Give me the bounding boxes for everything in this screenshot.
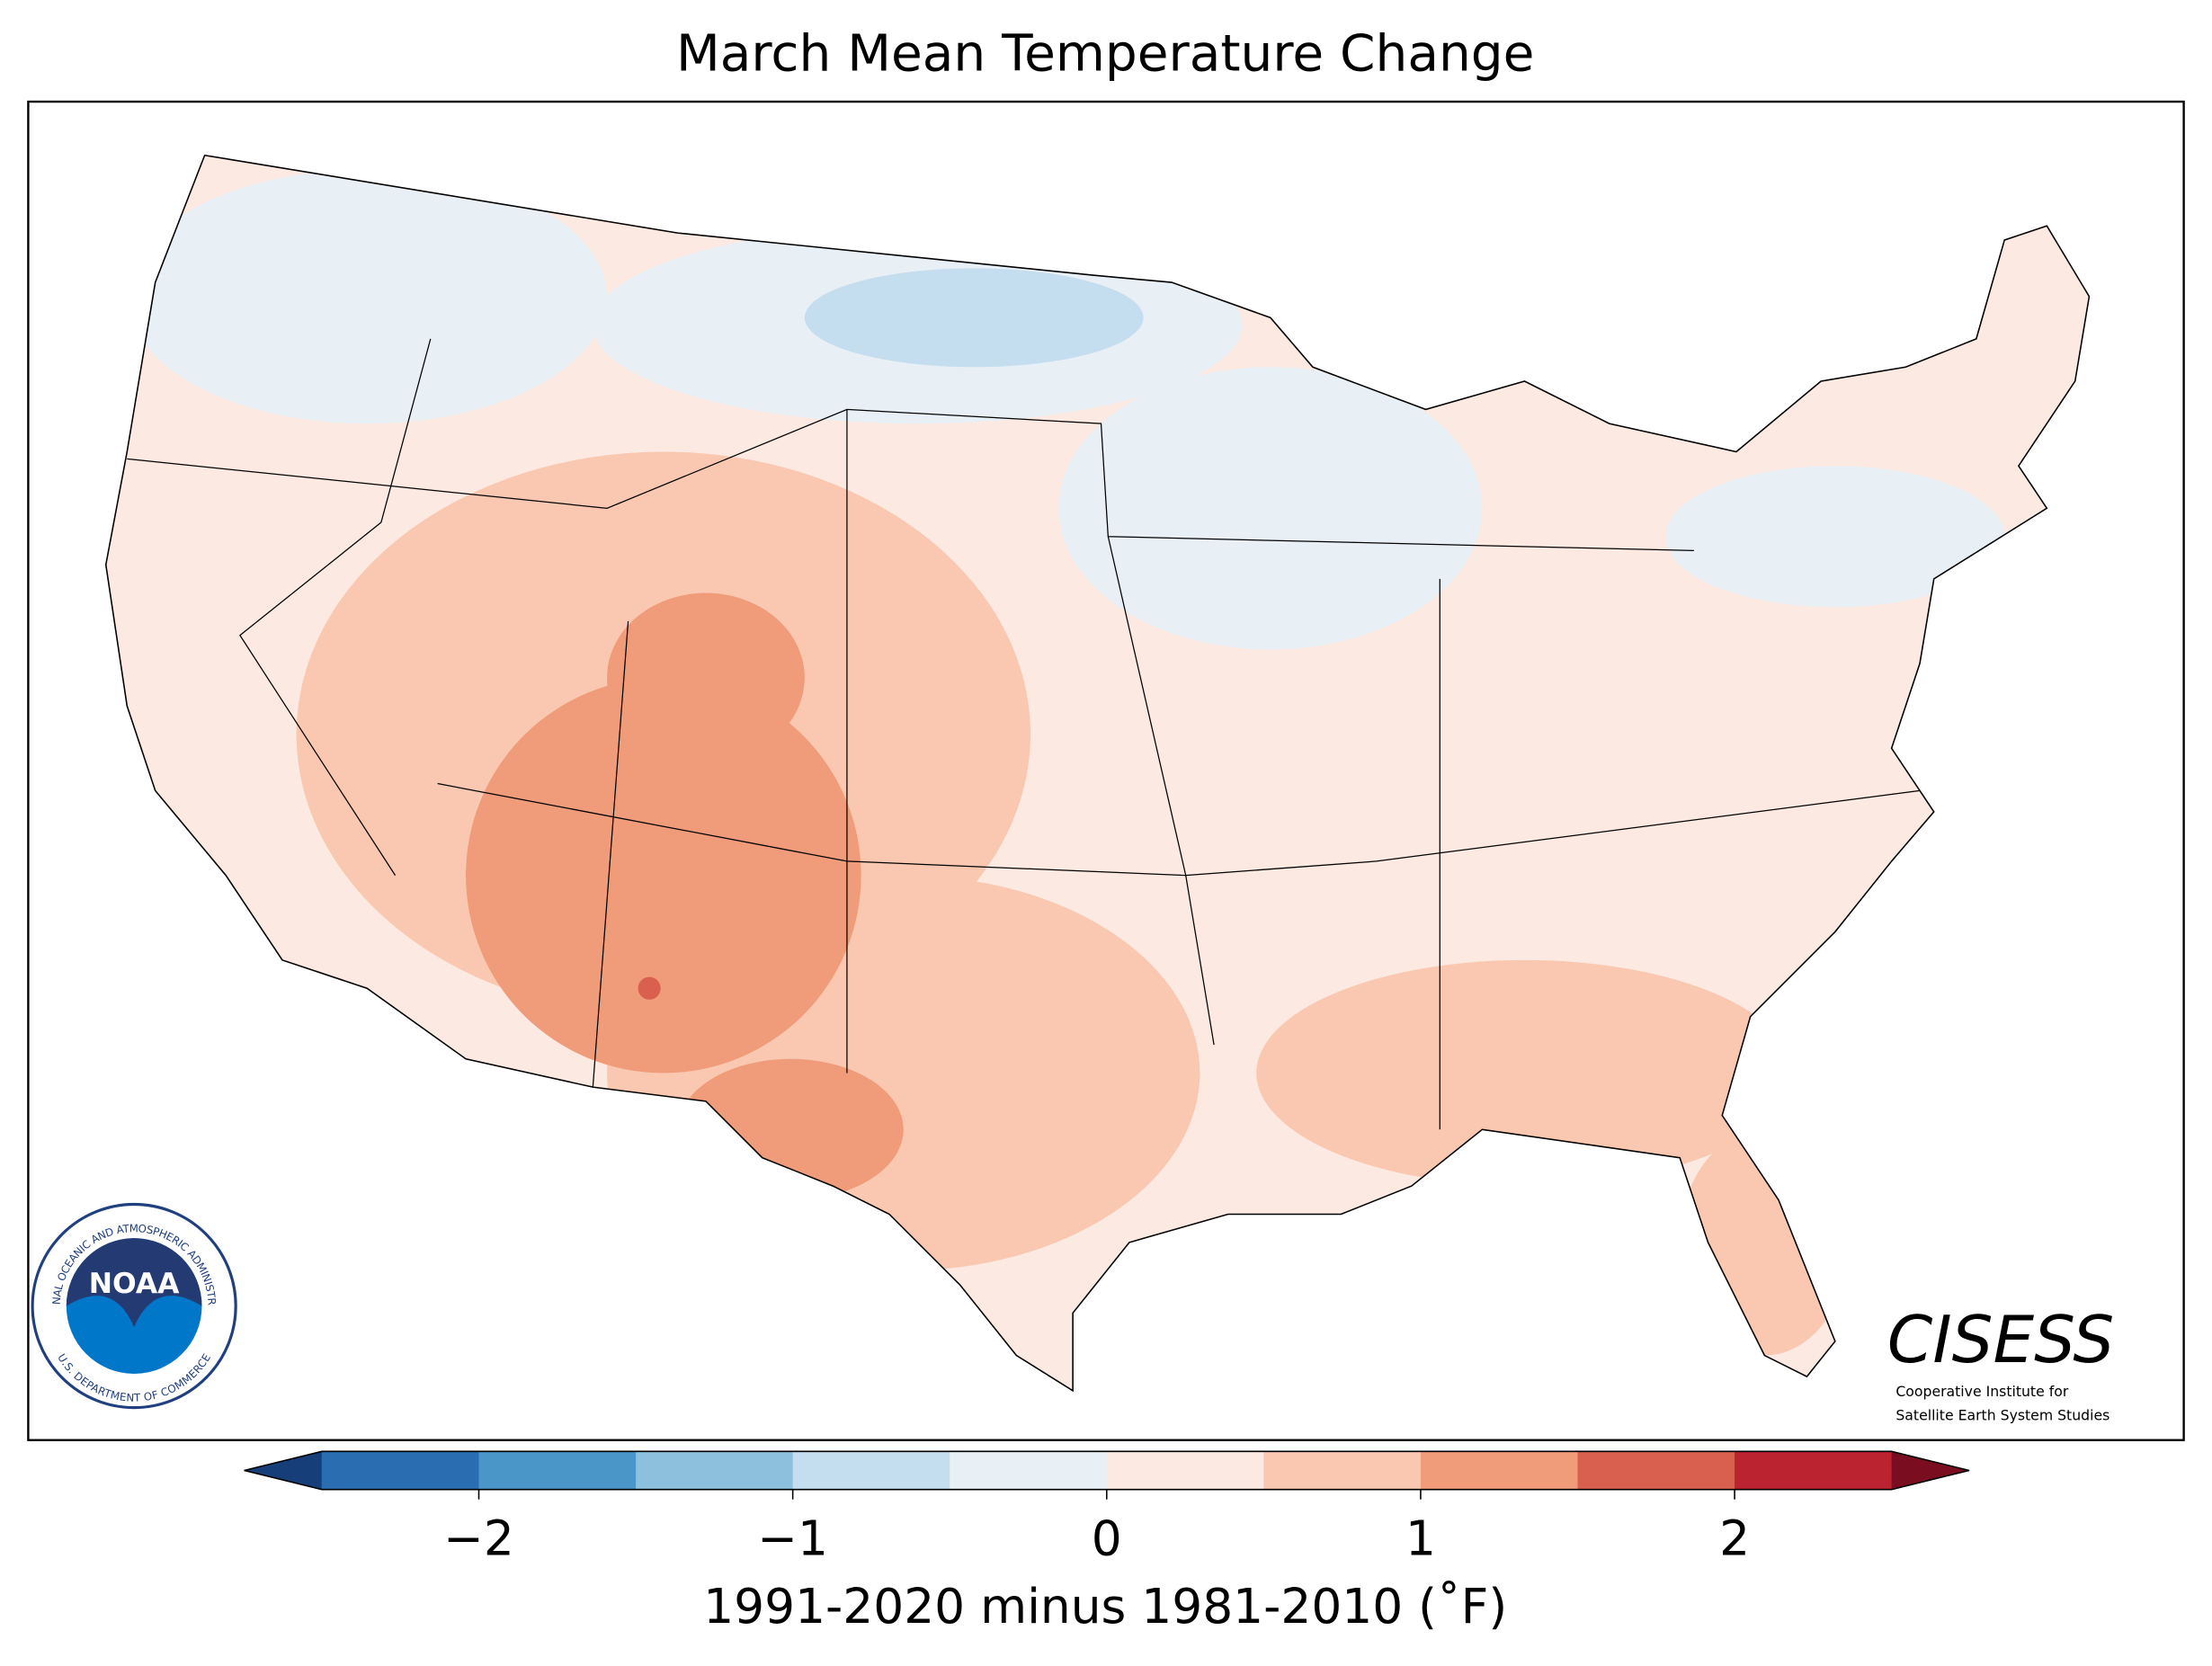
colorbar-extend-low: [244, 1451, 322, 1490]
colorbar-bin: [1735, 1451, 1893, 1490]
colorbar-bin: [1577, 1451, 1735, 1490]
noaa-name: NOAA: [89, 1268, 180, 1300]
colorbar-outline: [244, 1450, 1970, 1491]
colorbar-tick-label: −1: [757, 1510, 828, 1566]
colorbar-tick-label: −2: [443, 1510, 514, 1566]
colorbar-bin: [1106, 1451, 1265, 1490]
colorbar-bin: [636, 1451, 794, 1490]
cisess-name: CISESS: [1887, 1303, 2114, 1378]
noaa-top: [66, 1238, 202, 1328]
colorbar-tick-label: 1: [1405, 1510, 1436, 1566]
state-borders: [127, 338, 1921, 1130]
chart-title: March Mean Temperature Change: [676, 24, 1534, 83]
colorbar-bin: [950, 1451, 1108, 1490]
colorbar-bin: [792, 1451, 950, 1490]
colorbar-bin: [1420, 1451, 1579, 1490]
colorbar-bin: [321, 1451, 480, 1490]
colorbar-tick-label: 2: [1719, 1510, 1750, 1566]
colorbar-bin: [1263, 1451, 1422, 1490]
colorbar-bin: [478, 1451, 637, 1490]
colorbar-tick-label: 0: [1092, 1510, 1122, 1566]
cisess-line1: Cooperative Institute for: [1895, 1383, 2068, 1400]
colorbar-extend-high: [1891, 1451, 1969, 1490]
colorbar-label: 1991-2020 minus 1981-2010 (˚F): [703, 1578, 1507, 1635]
cisess-line2: Satellite Earth System Studies: [1895, 1407, 2109, 1424]
